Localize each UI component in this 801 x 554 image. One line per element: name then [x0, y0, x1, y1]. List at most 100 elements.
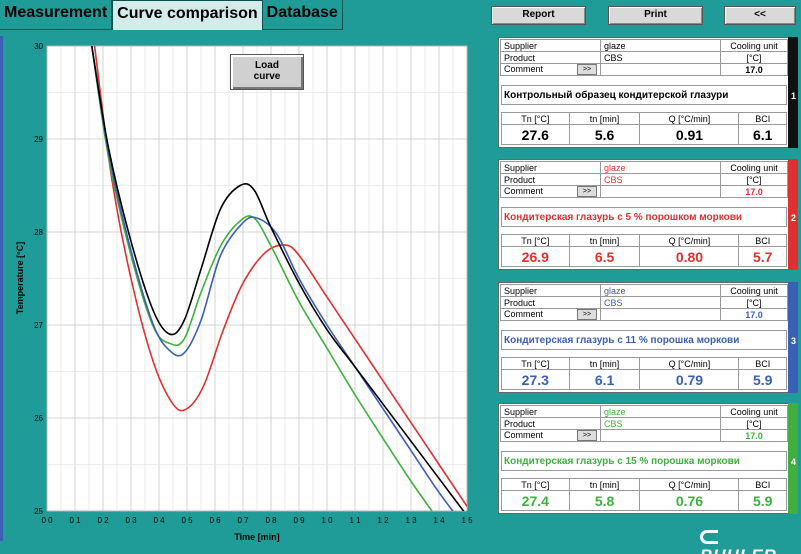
card-color-edge	[788, 159, 798, 270]
card-number: 3	[790, 336, 796, 346]
report-button[interactable]: Report	[491, 6, 586, 25]
q-header: Q [°C/min]	[639, 234, 740, 247]
comment-label-text: Comment	[504, 64, 544, 74]
product-value: CBS	[600, 173, 721, 186]
supplier-label: Supplier	[500, 39, 601, 52]
supplier-value: glaze	[600, 405, 721, 418]
x-tick-label: 1 5	[461, 516, 473, 525]
x-tick-label: 0 7	[237, 516, 249, 525]
comment-value[interactable]	[600, 308, 721, 321]
y-tick-label: 26	[34, 414, 43, 423]
comment-label-text: Comment	[504, 430, 544, 440]
comment-label: Comment >>	[500, 429, 601, 442]
tn-min-value: 6.1	[568, 369, 641, 390]
metrics-table: Tn [°C] tn [min] Q [°C/min] BCI 26.9 6.5…	[501, 234, 787, 267]
sample-info-table: Supplier glaze Cooling unit Product CBS …	[500, 405, 788, 442]
bci-header: BCI	[738, 478, 787, 491]
tn-value: 27.3	[501, 369, 570, 390]
product-label: Product	[500, 417, 601, 430]
supplier-label: Supplier	[500, 405, 601, 418]
chart-panel: 0 0 0 1 0 2 0 3 0 4 0 5 0 6 0 7 0 8 0 9 1 0 1 1 1 2 1…	[3, 32, 487, 548]
tn-header: Tn [°C]	[501, 478, 570, 491]
tn-min-header: tn [min]	[568, 112, 641, 125]
x-tick-labels: 0 0 0 1 0 2 0 3 0 4 0 5 0 6 0 7 0 8 0 9 1 0 1 1 1 2 1…	[41, 516, 473, 525]
x-tick-label: 1 3	[405, 516, 417, 525]
series-lines	[91, 46, 467, 511]
cooling-unit-label: Cooling unit	[720, 405, 788, 418]
cooling-unit-value: 17.0	[720, 63, 788, 76]
supplier-value: glaze	[600, 161, 721, 174]
tab-measurement[interactable]: Measurement	[0, 0, 113, 30]
buhler-logo-icon	[700, 529, 718, 544]
supplier-value: glaze	[600, 284, 721, 297]
x-tick-label: 1 4	[433, 516, 445, 525]
product-label: Product	[500, 296, 601, 309]
x-tick-label: 0 8	[265, 516, 277, 525]
q-value: 0.76	[639, 490, 740, 511]
q-value: 0.79	[639, 369, 740, 390]
x-tick-label: 0 3	[125, 516, 137, 525]
series-line-4	[91, 46, 433, 511]
q-value: 0.80	[639, 246, 740, 267]
cooling-unit-unit: [°C]	[720, 296, 788, 309]
cooling-unit-value: 17.0	[720, 308, 788, 321]
q-header: Q [°C/min]	[639, 112, 740, 125]
tn-min-header: tn [min]	[568, 478, 641, 491]
card-color-edge	[788, 403, 798, 514]
product-value: CBS	[600, 296, 721, 309]
series-line-1	[91, 46, 465, 511]
comment-expand-button[interactable]: >>	[577, 64, 597, 75]
tn-value: 27.6	[501, 124, 570, 145]
load-curve-button[interactable]: Load curve	[230, 54, 304, 90]
card-number: 4	[790, 457, 796, 467]
tab-database[interactable]: Database	[262, 0, 343, 30]
q-header: Q [°C/min]	[639, 357, 740, 370]
comment-expand-button[interactable]: >>	[577, 430, 597, 441]
tn-min-header: tn [min]	[568, 234, 641, 247]
tn-header: Tn [°C]	[501, 234, 570, 247]
tn-value: 26.9	[501, 246, 570, 267]
cooling-unit-value: 17.0	[720, 429, 788, 442]
comment-value[interactable]	[600, 429, 721, 442]
sample-info-table: Supplier glaze Cooling unit Product CBS …	[500, 39, 788, 76]
comment-label-text: Comment	[504, 309, 544, 319]
y-tick-label: 25	[34, 507, 43, 516]
x-tick-label: 0 9	[293, 516, 305, 525]
bci-value: 5.7	[738, 246, 787, 267]
back-button[interactable]: <<	[724, 6, 796, 25]
product-label: Product	[500, 51, 601, 64]
q-header: Q [°C/min]	[639, 478, 740, 491]
comment-label: Comment >>	[500, 63, 601, 76]
x-axis-label: Time [min]	[234, 532, 279, 542]
tab-curve-comparison[interactable]: Curve comparison	[112, 0, 263, 30]
sample-card-2: Supplier glaze Cooling unit Product CBS …	[498, 159, 798, 270]
metrics-table: Tn [°C] tn [min] Q [°C/min] BCI 27.6 5.6…	[501, 112, 787, 145]
bci-value: 5.9	[738, 369, 787, 390]
sample-card-3: Supplier glaze Cooling unit Product CBS …	[498, 282, 798, 393]
comment-value[interactable]	[600, 185, 721, 198]
sample-card-4: Supplier glaze Cooling unit Product CBS …	[498, 403, 798, 514]
comment-expand-button[interactable]: >>	[577, 186, 597, 197]
card-number: 2	[790, 213, 796, 223]
print-button[interactable]: Print	[608, 6, 703, 25]
y-tick-label: 28	[34, 228, 43, 237]
x-tick-label: 0 0	[41, 516, 53, 525]
y-tick-label: 30	[34, 42, 43, 51]
comment-value[interactable]	[600, 63, 721, 76]
cooling-unit-unit: [°C]	[720, 417, 788, 430]
supplier-value: glaze	[600, 39, 721, 52]
comment-expand-button[interactable]: >>	[577, 309, 597, 320]
sample-card-1: Supplier glaze Cooling unit Product CBS …	[498, 37, 798, 148]
sample-name: Контрольный образец кондитерской глазури	[501, 85, 787, 105]
tn-value: 27.4	[501, 490, 570, 511]
x-tick-label: 0 4	[153, 516, 165, 525]
bci-value: 6.1	[738, 124, 787, 145]
series-line-2	[93, 46, 467, 507]
product-value: CBS	[600, 417, 721, 430]
x-tick-label: 0 2	[97, 516, 109, 525]
tn-min-value: 5.6	[568, 124, 641, 145]
sample-name: Кондитерская глазурь с 15 % порошка морк…	[501, 451, 787, 471]
tn-min-value: 5.8	[568, 490, 641, 511]
bci-value: 5.9	[738, 490, 787, 511]
x-tick-label: 1 0	[321, 516, 333, 525]
